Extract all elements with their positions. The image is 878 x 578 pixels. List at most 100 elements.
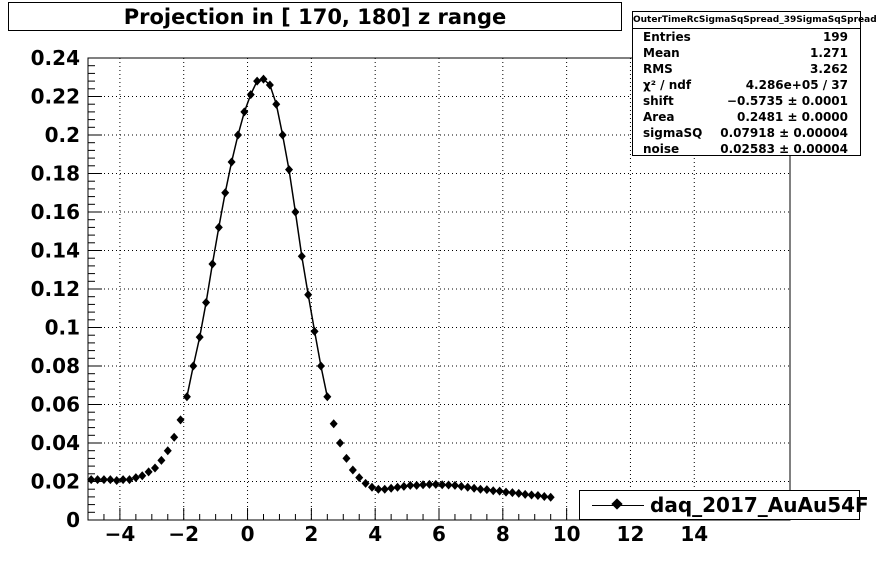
data-point — [348, 465, 357, 475]
data-point — [240, 107, 249, 117]
y-tick-label: 0.16 — [31, 200, 80, 224]
data-point — [259, 74, 268, 84]
stats-label: RMS — [643, 62, 673, 76]
y-tick-label: 0.04 — [31, 431, 80, 455]
data-point — [208, 259, 217, 269]
data-point — [87, 475, 96, 485]
x-tick-label: 4 — [368, 522, 382, 546]
stats-row-sigmasq: sigmaSQ 0.07918 ± 0.00004 — [633, 125, 860, 141]
data-point — [112, 476, 121, 486]
x-tick-label: −4 — [105, 522, 136, 546]
data-point — [304, 290, 313, 300]
data-point — [438, 480, 447, 490]
data-point — [272, 99, 281, 109]
y-tick-label: 0.2 — [45, 123, 80, 147]
data-point — [463, 482, 472, 492]
data-point — [361, 478, 370, 488]
data-point — [470, 483, 479, 493]
data-point — [412, 480, 421, 490]
stats-label: Mean — [643, 46, 680, 60]
data-point — [387, 483, 396, 493]
stats-value: 1.271 — [810, 46, 848, 60]
data-point — [444, 480, 453, 490]
x-tick-label: 10 — [553, 522, 581, 546]
data-point — [540, 492, 549, 502]
data-point — [221, 188, 230, 198]
data-point — [227, 157, 236, 167]
data-point — [93, 475, 102, 485]
data-point — [125, 475, 134, 485]
data-point — [489, 486, 498, 496]
data-point — [291, 207, 300, 217]
y-tick-label: 0.06 — [31, 393, 80, 417]
stats-value: 0.07918 ± 0.00004 — [720, 126, 848, 140]
legend-marker — [611, 498, 623, 510]
data-point — [336, 438, 345, 448]
data-point — [476, 484, 485, 494]
data-point — [195, 332, 204, 342]
stats-row-noise: noise 0.02583 ± 0.00004 — [633, 141, 860, 157]
data-point — [99, 475, 108, 485]
data-point — [399, 481, 408, 491]
data-point — [342, 453, 351, 463]
stats-label: noise — [643, 142, 680, 156]
data-point — [374, 484, 383, 494]
y-tick-label: 0.24 — [31, 46, 80, 70]
stats-value: −0.5735 ± 0.0001 — [726, 94, 848, 108]
stats-value: 4.286e+05 / 37 — [745, 78, 848, 92]
data-point — [380, 484, 389, 494]
data-point — [533, 491, 542, 501]
y-tick-label: 0.22 — [31, 85, 80, 109]
stats-label: Area — [643, 110, 675, 124]
data-point — [355, 473, 364, 483]
x-tick-label: 6 — [432, 522, 446, 546]
data-point — [151, 463, 160, 473]
data-point — [406, 480, 415, 490]
data-point — [323, 392, 332, 402]
data-point — [527, 490, 536, 500]
data-point — [265, 80, 274, 90]
y-tick-label: 0.18 — [31, 162, 80, 186]
stats-label: Entries — [643, 30, 691, 44]
stats-value: 199 — [822, 30, 848, 44]
stats-value: 0.02583 ± 0.00004 — [720, 142, 848, 156]
data-point — [514, 488, 523, 498]
x-tick-label: −2 — [168, 522, 199, 546]
data-point — [393, 482, 402, 492]
data-point — [214, 222, 223, 232]
data-point — [253, 76, 262, 86]
x-tick-label: 2 — [304, 522, 318, 546]
data-point — [482, 485, 491, 495]
x-tick-label: 0 — [241, 522, 255, 546]
stats-row-rms: RMS 3.262 — [633, 61, 860, 77]
stats-label: χ² / ndf — [643, 78, 692, 92]
data-point — [176, 415, 185, 425]
chart-title: Projection in [ 170, 180] z range — [123, 4, 507, 29]
data-point — [425, 479, 434, 489]
data-point — [297, 251, 306, 261]
data-point — [310, 326, 319, 336]
stats-label: shift — [643, 94, 674, 108]
stats-name: OuterTimeRcSigmaSqSpread_39SigmaSqSpread — [633, 12, 877, 29]
stats-row-chi2: χ² / ndf 4.286e+05 / 37 — [633, 77, 860, 93]
data-point — [431, 479, 440, 489]
data-point — [495, 486, 504, 496]
data-point — [546, 492, 555, 502]
data-point — [233, 130, 242, 140]
data-point — [457, 481, 466, 491]
stats-label: sigmaSQ — [643, 126, 703, 140]
data-point — [450, 480, 459, 490]
data-point — [131, 473, 140, 483]
y-tick-label: 0 — [66, 508, 80, 532]
stats-row-entries: Entries 199 — [633, 29, 860, 45]
y-tick-label: 0.02 — [31, 470, 80, 494]
y-tick-label: 0.14 — [31, 239, 80, 263]
data-point — [189, 361, 198, 371]
y-tick-label: 0.08 — [31, 354, 80, 378]
data-point — [329, 419, 338, 429]
stats-box: OuterTimeRcSigmaSqSpread_39SigmaSqSpread… — [632, 11, 877, 157]
data-point — [285, 165, 294, 175]
data-point — [502, 487, 511, 497]
y-tick-label: 0.12 — [31, 277, 80, 301]
data-point — [106, 475, 115, 485]
